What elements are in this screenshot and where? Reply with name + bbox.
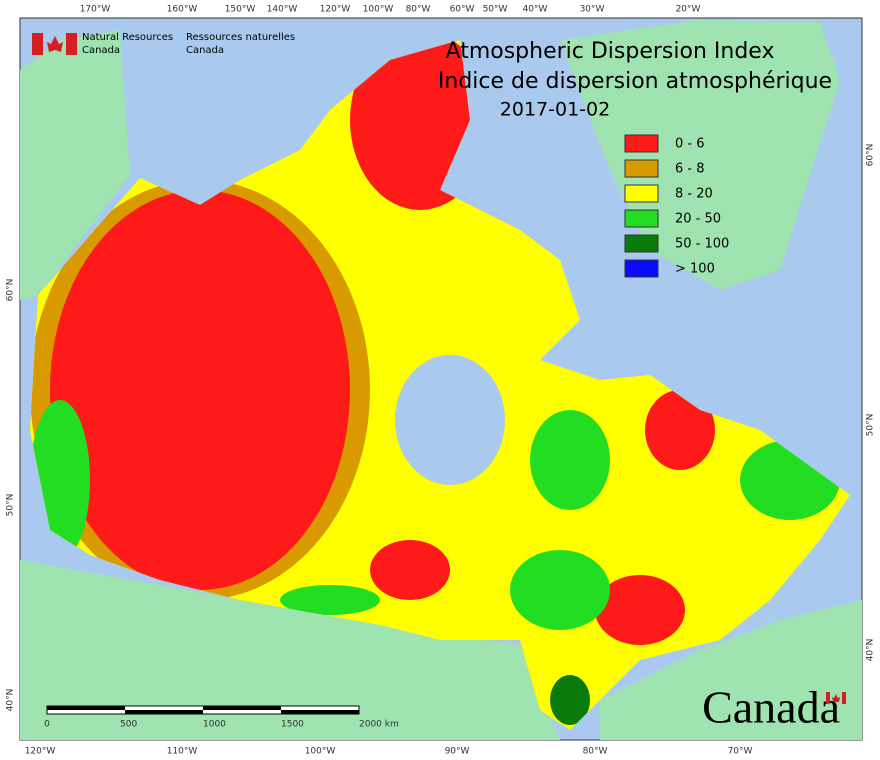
legend-label: 50 - 100 — [675, 237, 729, 252]
logo-text: Canada — [82, 45, 120, 56]
scale-label: 2000 km — [359, 720, 399, 730]
longitude-label: 160°W — [167, 5, 198, 15]
legend-label: 20 - 50 — [675, 212, 721, 227]
logo-text: Natural Resources — [82, 32, 173, 43]
longitude-label: 50°W — [483, 5, 508, 15]
wordmark: Canada — [702, 682, 840, 733]
legend-label: 6 - 8 — [675, 162, 705, 177]
longitude-label: 140°W — [267, 5, 298, 15]
longitude-label: 30°W — [580, 5, 605, 15]
longitude-label: 80°W — [406, 5, 431, 15]
longitude-label: 80°W — [583, 747, 608, 757]
scale-label: 1500 — [281, 720, 304, 730]
longitude-label: 90°W — [445, 747, 470, 757]
legend-swatch — [624, 259, 659, 278]
legend-swatch — [624, 234, 659, 253]
latitude-label: 60°N — [866, 144, 876, 167]
scale-label: 1000 — [203, 720, 226, 730]
scale-label: 0 — [44, 720, 50, 730]
latitude-label: 40°N — [866, 639, 876, 662]
title: Atmospheric Dispersion Index — [446, 39, 775, 64]
legend-label: 0 - 6 — [675, 137, 705, 152]
title: Indice de dispersion atmosphérique — [438, 69, 832, 94]
longitude-label: 150°W — [225, 5, 256, 15]
latitude-label: 50°N — [866, 414, 876, 437]
graticule-labels: 170°W 160°W 150°W 140°W 120°W 100°W 80°W 60°W 50… — [6, 5, 876, 757]
date: 2017-01-02 — [500, 99, 610, 121]
logo-text: Canada — [186, 45, 224, 56]
longitude-label: 40°W — [523, 5, 548, 15]
land — [20, 20, 862, 740]
longitude-label: 60°W — [450, 5, 475, 15]
longitude-label: 20°W — [676, 5, 701, 15]
scale-bar — [46, 705, 360, 715]
legend-swatch — [624, 134, 659, 153]
legend-swatch — [624, 209, 659, 228]
legend-swatch — [624, 184, 659, 203]
longitude-label: 110°W — [167, 747, 198, 757]
latitude-label: 40°N — [6, 689, 16, 712]
longitude-label: 100°W — [305, 747, 336, 757]
legend: 0 - 6 6 - 8 8 - 20 20 - 50 50 - 100 > 100 — [624, 134, 729, 278]
longitude-label: 120°W — [320, 5, 351, 15]
legend-label: 8 - 20 — [675, 187, 713, 202]
longitude-label: 170°W — [80, 5, 111, 15]
longitude-label: 120°W — [25, 747, 56, 757]
longitude-label: 100°W — [363, 5, 394, 15]
latitude-label: 60°N — [6, 279, 16, 302]
longitude-label: 70°W — [728, 747, 753, 757]
logo: Natural Resources Canada Ressources natu… — [32, 32, 295, 56]
wordmark-flag — [826, 692, 846, 704]
legend-swatch — [624, 159, 659, 178]
logo-text: Ressources naturelles — [186, 32, 295, 43]
scale-label: 500 — [120, 720, 137, 730]
legend-label: > 100 — [675, 262, 715, 277]
latitude-label: 50°N — [6, 494, 16, 517]
